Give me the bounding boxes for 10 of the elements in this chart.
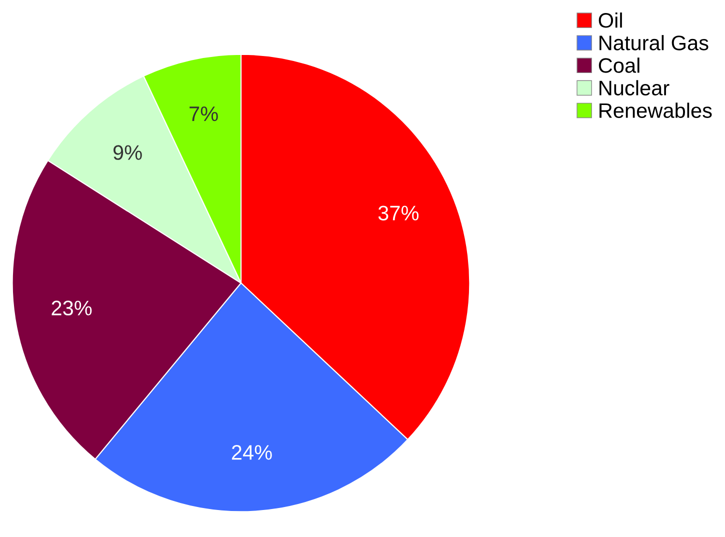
data-label: 7% [190,106,218,122]
data-label: 37% [378,206,419,220]
legend-label: Natural Gas [600,35,708,50]
legend-label: Coal [598,58,640,73]
legend-label: Oil [598,12,622,28]
data-label: 24% [232,445,272,460]
data-label: 23% [52,300,92,316]
legend-label: Nuclear [600,80,670,96]
data-label: 9% [113,145,142,160]
legend-label: Renewables [600,102,712,118]
